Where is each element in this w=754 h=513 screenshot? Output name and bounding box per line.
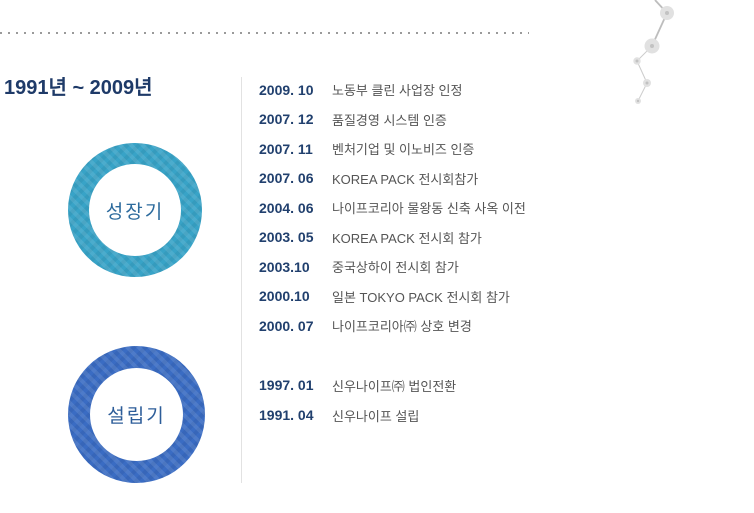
event-text: 노동부 클린 사업장 인정 (332, 83, 463, 99)
period-badge-founding: 설립기 (68, 346, 205, 483)
timeline-event-row: 1997. 01 신우나이프㈜ 법인전환 (259, 370, 729, 400)
timeline-event-row: 2000. 07 나이프코리아㈜ 상호 변경 (259, 311, 729, 341)
event-text: 신우나이프㈜ 법인전환 (332, 378, 457, 394)
event-text: 벤처기업 및 이노비즈 인증 (332, 142, 475, 158)
event-group-growth: 2009. 10 노동부 클린 사업장 인정 2007. 12 품질경영 시스템… (259, 75, 729, 341)
event-date: 2007. 11 (259, 140, 313, 157)
event-text: 신우나이프 설립 (332, 408, 420, 424)
event-text: 일본 TOKYO PACK 전시회 참가 (332, 289, 510, 305)
period-label-growth: 성장기 (105, 201, 165, 223)
molecule-decoration-icon (633, 0, 674, 104)
event-date: 2003.10 (259, 258, 310, 275)
timeline-event-row: 2003.10 중국상하이 전시회 참가 (259, 252, 729, 282)
event-date: 2004. 06 (259, 199, 314, 216)
timeline-event-row: 2007. 12 품질경영 시스템 인증 (259, 105, 729, 135)
period-label-founding: 설립기 (107, 406, 166, 427)
event-text: 나이프코리아 물왕동 신축 사옥 이전 (332, 201, 526, 217)
event-date: 2007. 12 (259, 111, 314, 128)
growth-ring-inner: 성장기 (89, 164, 181, 256)
event-text: 나이프코리아㈜ 상호 변경 (332, 319, 472, 335)
event-date: 2003. 05 (259, 229, 314, 246)
event-date: 2000.10 (259, 288, 310, 305)
event-date: 2007. 06 (259, 170, 314, 187)
event-text: 품질경영 시스템 인증 (332, 112, 447, 128)
timeline-event-row: 2007. 06 KOREA PACK 전시회참가 (259, 164, 729, 194)
event-text: 중국상하이 전시회 참가 (332, 260, 459, 276)
period-badge-growth: 성장기 (68, 143, 202, 277)
event-date: 1997. 01 (259, 377, 314, 393)
event-group-founding: 1997. 01 신우나이프㈜ 법인전환 1991. 04 신우나이프 설립 (259, 370, 729, 430)
timeline-event-row: 2007. 11 벤처기업 및 이노비즈 인증 (259, 134, 729, 164)
timeline-event-row: 1991. 04 신우나이프 설립 (259, 400, 729, 430)
event-date: 1991. 04 (259, 407, 314, 423)
timeline-event-row: 2004. 06 나이프코리아 물왕동 신축 사옥 이전 (259, 193, 729, 223)
timeline-event-row: 2000.10 일본 TOKYO PACK 전시회 참가 (259, 282, 729, 312)
page-title: 1991년 ~ 2009년 (4, 77, 153, 99)
timeline-event-row: 2003. 05 KOREA PACK 전시회 참가 (259, 223, 729, 253)
founding-ring-inner: 설립기 (90, 368, 183, 461)
history-timeline: 2009. 10 노동부 클린 사업장 인정 2007. 12 품질경영 시스템… (259, 75, 729, 430)
event-text: KOREA PACK 전시회 참가 (332, 230, 482, 246)
event-date: 2009. 10 (259, 81, 314, 98)
event-text: KOREA PACK 전시회참가 (332, 171, 479, 187)
top-dotted-divider (0, 32, 529, 34)
event-date: 2000. 07 (259, 317, 314, 334)
vertical-divider (241, 77, 242, 483)
timeline-event-row: 2009. 10 노동부 클린 사업장 인정 (259, 75, 729, 105)
